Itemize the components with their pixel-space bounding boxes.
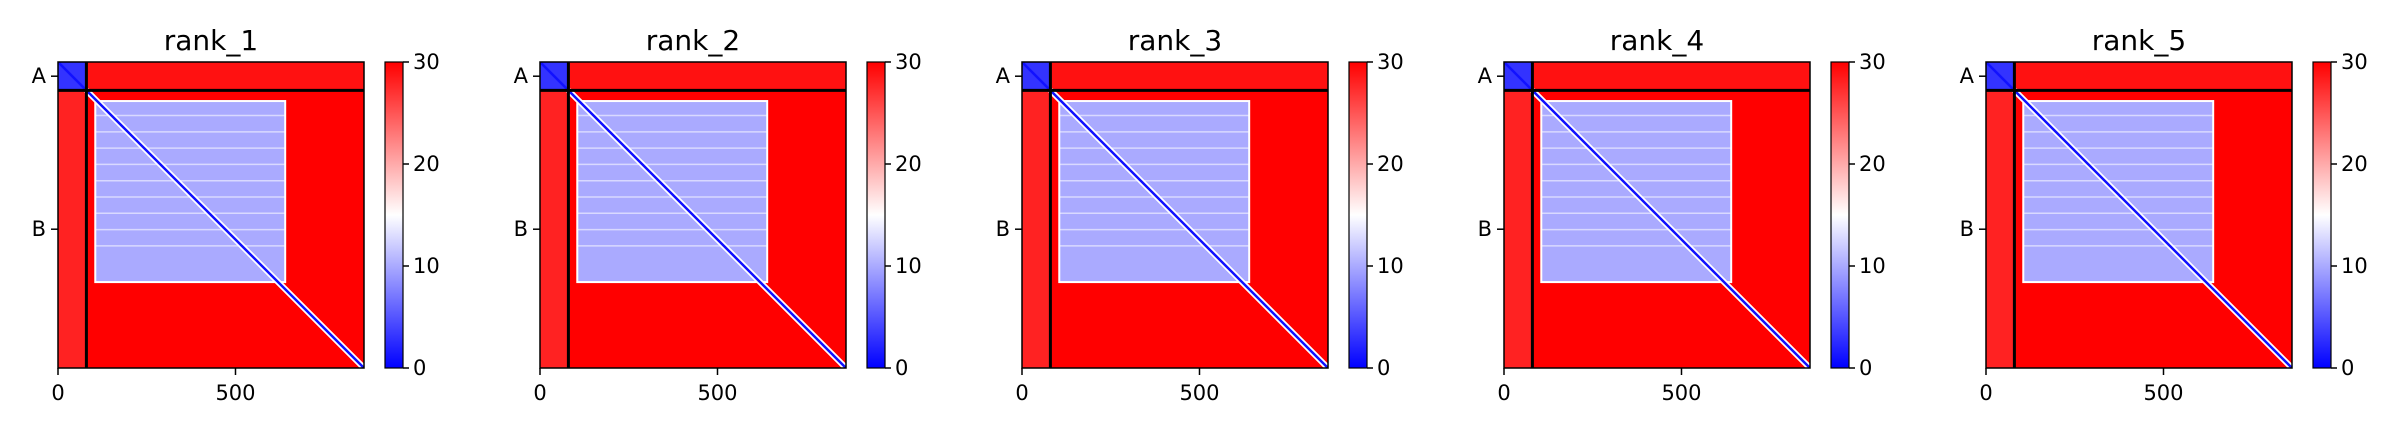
colorbar-tick-label: 10 <box>895 254 922 278</box>
x-tick-label: 0 <box>1497 381 1510 405</box>
colorbar <box>2312 61 2332 369</box>
heatmap-region-2 <box>86 62 364 91</box>
heatmap-region-3 <box>1504 90 1533 368</box>
diagonal-band-a <box>1986 62 2016 92</box>
y-tick-label: A <box>1960 64 1975 88</box>
axes-frame <box>1021 61 1329 369</box>
chart-title: rank_3 <box>1128 24 1222 57</box>
heatmap-block-edge <box>94 100 287 284</box>
colorbar-tick-label: 0 <box>895 356 908 380</box>
colorbar-tick-label: 30 <box>413 50 440 74</box>
diagonal-band-a <box>1022 62 1052 92</box>
heatmap <box>1022 62 1328 368</box>
colorbar <box>866 61 886 369</box>
colorbar-tick-label: 0 <box>413 356 426 380</box>
y-tick-label: B <box>32 217 46 241</box>
chart-title: rank_4 <box>1610 24 1704 57</box>
axes-frame <box>57 61 365 369</box>
panel-3: rank_3 0 500 A B 0 10 20 30 <box>996 24 1404 405</box>
colorbar-tick-label: 0 <box>2341 356 2354 380</box>
y-tick-label: A <box>1478 64 1493 88</box>
y-tick-label: A <box>514 64 529 88</box>
heatmap-block-edge <box>1058 100 1251 284</box>
chart-title: rank_5 <box>2092 24 2186 57</box>
axes-frame <box>1985 61 2293 369</box>
heatmap <box>1986 62 2292 368</box>
heatmap-region-2 <box>2014 62 2292 91</box>
colorbar-tick-label: 0 <box>1859 356 1872 380</box>
heatmap-region-3 <box>1022 90 1051 368</box>
colorbar-tick-label: 10 <box>413 254 440 278</box>
panel-1: rank_1 0 500 A B 0 10 20 30 <box>32 24 440 405</box>
diagonal-band <box>2013 89 2292 368</box>
y-tick-label: A <box>32 64 47 88</box>
heatmap-region-3 <box>1986 90 2015 368</box>
colorbar-tick-label: 30 <box>895 50 922 74</box>
colorbar <box>384 61 404 369</box>
x-tick-label: 500 <box>697 381 737 405</box>
heatmap-region-2 <box>1532 62 1810 91</box>
heatmap <box>540 62 846 368</box>
x-tick-label: 500 <box>2143 381 2183 405</box>
heatmap-block-edge <box>2022 100 2215 284</box>
colorbar-tick-label: 20 <box>895 152 922 176</box>
colorbar-tick-label: 10 <box>1377 254 1404 278</box>
colorbar-tick-label: 0 <box>1377 356 1390 380</box>
x-tick-label: 500 <box>1661 381 1701 405</box>
x-tick-label: 0 <box>1979 381 1992 405</box>
colorbar-tick-label: 20 <box>1859 152 1886 176</box>
panel-2: rank_2 0 500 A B 0 10 20 30 <box>514 24 922 405</box>
diagonal-band <box>567 89 846 368</box>
heatmap <box>58 62 364 368</box>
panel-4: rank_4 0 500 A B 0 10 20 30 <box>1478 24 1886 405</box>
heatmap-region-2 <box>1050 62 1328 91</box>
x-tick-label: 500 <box>1179 381 1219 405</box>
axes-frame <box>539 61 847 369</box>
diagonal-band <box>1531 89 1810 368</box>
diagonal-band <box>1049 89 1328 368</box>
colorbar <box>1830 61 1850 369</box>
heatmap <box>1504 62 1810 368</box>
heatmap-block-edge <box>1540 100 1733 284</box>
diagonal-band-a <box>540 62 570 92</box>
y-tick-label: B <box>1960 217 1974 241</box>
diagonal-band-a <box>1504 62 1534 92</box>
panel-5: rank_5 0 500 A B 0 10 20 30 <box>1960 24 2368 405</box>
colorbar-tick-label: 20 <box>413 152 440 176</box>
colorbar-tick-label: 20 <box>1377 152 1404 176</box>
y-tick-label: A <box>996 64 1011 88</box>
y-tick-label: B <box>514 217 528 241</box>
x-tick-label: 0 <box>533 381 546 405</box>
diagonal-band <box>85 89 364 368</box>
chart-title: rank_2 <box>646 24 740 57</box>
heatmap-region-3 <box>58 90 87 368</box>
heatmap-region-3 <box>540 90 569 368</box>
heatmap-region-2 <box>568 62 846 91</box>
x-tick-label: 0 <box>1015 381 1028 405</box>
colorbar-tick-label: 30 <box>1377 50 1404 74</box>
heatmap-block-edge <box>576 100 769 284</box>
colorbar-tick-label: 30 <box>1859 50 1886 74</box>
colorbar <box>1348 61 1368 369</box>
colorbar-tick-label: 10 <box>2341 254 2368 278</box>
x-tick-label: 500 <box>215 381 255 405</box>
colorbar-tick-label: 10 <box>1859 254 1886 278</box>
colorbar-tick-label: 30 <box>2341 50 2368 74</box>
y-tick-label: B <box>1478 217 1492 241</box>
y-tick-label: B <box>996 217 1010 241</box>
x-tick-label: 0 <box>51 381 64 405</box>
diagonal-band-a <box>58 62 88 92</box>
chart-title: rank_1 <box>164 24 258 57</box>
colorbar-tick-label: 20 <box>2341 152 2368 176</box>
axes-frame <box>1503 61 1811 369</box>
